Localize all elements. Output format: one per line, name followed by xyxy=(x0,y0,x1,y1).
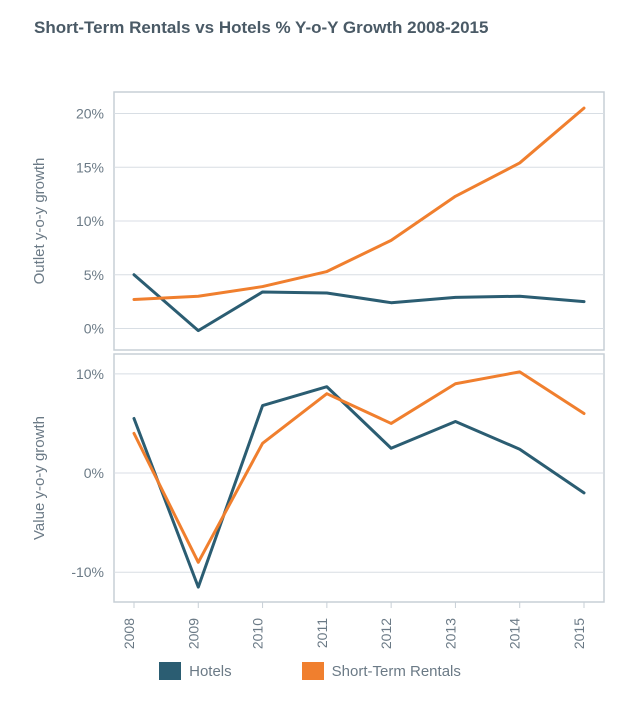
chart-title: Short-Term Rentals vs Hotels % Y-o-Y Gro… xyxy=(34,18,606,38)
legend-label-str: Short-Term Rentals xyxy=(332,663,461,680)
y-tick-label: 10% xyxy=(76,213,104,229)
y-tick-label: 5% xyxy=(84,267,104,283)
y-tick-label: 0% xyxy=(84,321,104,337)
line-str-outlet xyxy=(134,108,584,299)
y-tick-label: 15% xyxy=(76,159,104,175)
x-tick-label: 2008 xyxy=(121,618,137,649)
chart-svg: 0% 5% 10% 15% 20% Outlet y-o-y growth -10% 0% 10… xyxy=(14,42,614,662)
y-axis-label: Value y-o-y growth xyxy=(31,416,48,540)
legend-swatch-hotels xyxy=(159,662,181,680)
y-tick-label: 0% xyxy=(84,465,104,481)
y-tick-label: -10% xyxy=(71,564,104,580)
legend-item-hotels: Hotels xyxy=(159,662,232,680)
x-tick-label: 2009 xyxy=(185,618,201,649)
x-tick-label: 2013 xyxy=(442,618,458,649)
y-tick-label: 20% xyxy=(76,106,104,122)
x-tick-label: 2010 xyxy=(250,618,266,649)
legend-label-hotels: Hotels xyxy=(189,663,232,680)
legend-item-str: Short-Term Rentals xyxy=(302,662,461,680)
line-str-value xyxy=(134,372,584,562)
y-tick-label: 10% xyxy=(76,366,104,382)
legend-swatch-str xyxy=(302,662,324,680)
legend: Hotels Short-Term Rentals xyxy=(14,662,606,680)
x-tick-label: 2011 xyxy=(314,618,330,648)
x-tick-label: 2015 xyxy=(571,618,587,649)
line-hotels-outlet xyxy=(134,275,584,331)
x-tick-label: 2012 xyxy=(378,618,394,649)
chart-container: Short-Term Rentals vs Hotels % Y-o-Y Gro… xyxy=(0,0,630,707)
y-axis-label: Outlet y-o-y growth xyxy=(31,158,48,285)
x-tick-label: 2014 xyxy=(507,618,523,649)
